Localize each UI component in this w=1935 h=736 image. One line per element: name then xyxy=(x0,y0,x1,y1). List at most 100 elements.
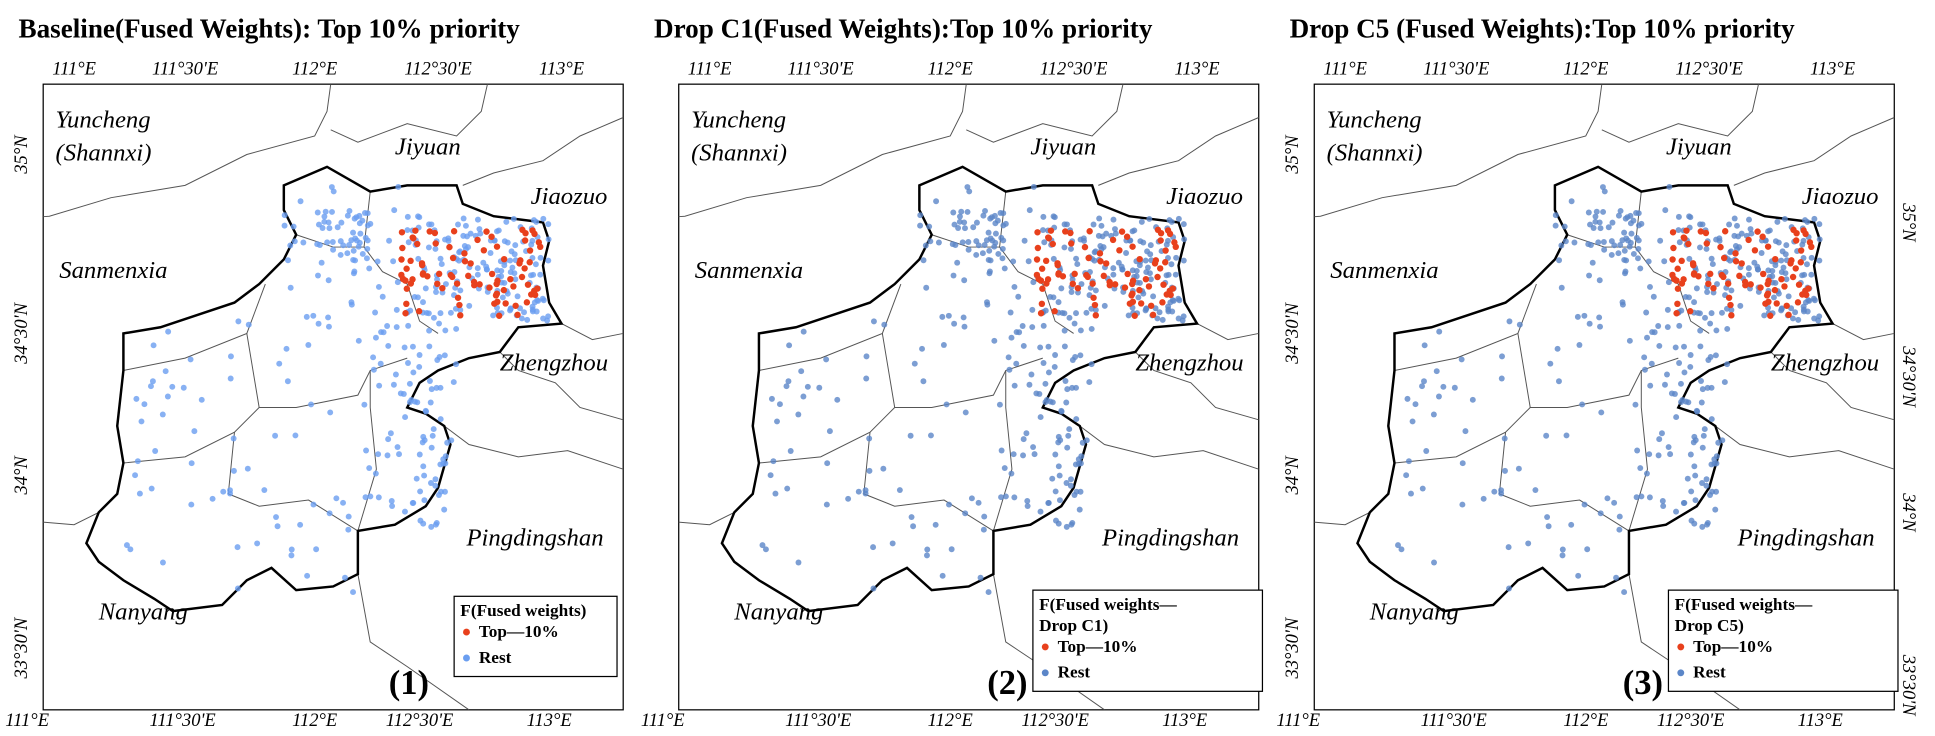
rest-point xyxy=(1780,264,1787,271)
rest-point xyxy=(1584,546,1591,553)
rest-point xyxy=(1615,250,1622,257)
place-label: (Shannxi) xyxy=(56,140,152,167)
boundary xyxy=(678,511,735,526)
rest-point xyxy=(310,501,317,508)
rest-point xyxy=(325,219,332,226)
rest-point xyxy=(920,257,927,264)
rest-point xyxy=(1769,267,1776,274)
rest-point xyxy=(417,517,424,524)
place-label: Nanyang xyxy=(1369,599,1459,626)
rest-point xyxy=(1055,463,1062,470)
rest-point xyxy=(1142,257,1149,264)
rest-point xyxy=(1147,251,1154,258)
rest-point xyxy=(939,313,946,320)
rest-point xyxy=(1075,460,1082,467)
rest-point xyxy=(1785,293,1792,300)
top-point xyxy=(500,286,508,294)
rest-point xyxy=(1016,329,1023,336)
rest-point xyxy=(986,247,993,254)
boundary xyxy=(123,283,266,371)
rest-point xyxy=(968,495,975,502)
rest-point xyxy=(1462,428,1469,435)
rest-point xyxy=(152,448,159,454)
top-point xyxy=(1673,277,1680,284)
rest-point xyxy=(1635,245,1642,252)
top-point xyxy=(1043,280,1050,287)
top-point xyxy=(1794,299,1802,306)
rest-point xyxy=(415,255,422,262)
rest-point xyxy=(372,334,379,341)
rest-point xyxy=(1657,237,1664,244)
rest-point xyxy=(1423,448,1430,454)
rest-point xyxy=(230,435,237,442)
top-point xyxy=(1703,240,1710,247)
rest-point xyxy=(1068,245,1074,252)
top-point xyxy=(1126,300,1134,307)
rest-point xyxy=(440,460,447,467)
rest-point xyxy=(164,393,171,400)
top-point xyxy=(1054,261,1061,269)
lon-tick-label: 112°30'E xyxy=(1657,711,1725,731)
rest-point xyxy=(1515,465,1522,472)
rest-point xyxy=(1766,227,1773,234)
rest-point xyxy=(985,229,992,236)
rest-point xyxy=(1552,212,1559,219)
rest-point xyxy=(308,401,315,408)
rest-point xyxy=(540,215,547,222)
rest-point xyxy=(1731,232,1738,239)
top-point xyxy=(1086,228,1093,235)
rest-point xyxy=(1727,249,1734,256)
rest-point xyxy=(1596,277,1603,284)
rest-point xyxy=(350,229,357,236)
rest-point xyxy=(935,239,942,246)
rest-point xyxy=(287,242,294,249)
panel-label: (2) xyxy=(987,664,1027,702)
rest-point xyxy=(162,368,169,375)
rest-point xyxy=(1810,295,1817,302)
top-point xyxy=(1727,301,1734,309)
rest-point xyxy=(1073,384,1079,391)
map-frame xyxy=(1313,83,1895,711)
rest-point xyxy=(927,238,934,245)
rest-point xyxy=(1611,242,1618,249)
rest-point xyxy=(1115,259,1122,266)
rest-point xyxy=(1405,458,1412,465)
top-point xyxy=(1690,261,1697,269)
rest-point xyxy=(1045,500,1052,506)
rest-point xyxy=(1451,384,1458,391)
rest-point xyxy=(460,232,467,239)
rest-point xyxy=(1747,226,1754,232)
rest-point xyxy=(1020,342,1027,349)
rest-point xyxy=(1693,285,1700,292)
rest-point xyxy=(1175,315,1182,322)
rest-point xyxy=(1480,495,1487,502)
rest-point xyxy=(445,237,452,244)
rest-point xyxy=(480,259,487,266)
rest-point xyxy=(380,329,387,336)
place-label: (Shannxi) xyxy=(691,140,787,167)
rest-point xyxy=(1063,523,1070,530)
top-point xyxy=(1683,227,1690,234)
rest-point xyxy=(420,463,427,470)
rest-point xyxy=(1605,224,1612,231)
rest-point xyxy=(1066,314,1073,321)
rest-point xyxy=(1052,352,1059,358)
rest-point xyxy=(991,212,998,219)
rest-point xyxy=(1681,369,1688,376)
rest-point xyxy=(138,418,145,425)
rest-point xyxy=(462,222,469,229)
rest-point xyxy=(127,546,134,553)
top-point xyxy=(1136,255,1143,263)
top-point xyxy=(450,228,458,235)
rest-point xyxy=(1458,356,1465,363)
rest-point xyxy=(917,222,924,229)
rest-point xyxy=(1585,209,1592,216)
rest-point xyxy=(1168,261,1175,268)
rest-point xyxy=(1008,334,1015,341)
rest-point xyxy=(1061,310,1068,317)
rest-point xyxy=(956,218,963,225)
rest-point xyxy=(1071,320,1078,327)
rest-point xyxy=(1077,327,1084,334)
place-label: Jiyuan xyxy=(395,134,461,161)
